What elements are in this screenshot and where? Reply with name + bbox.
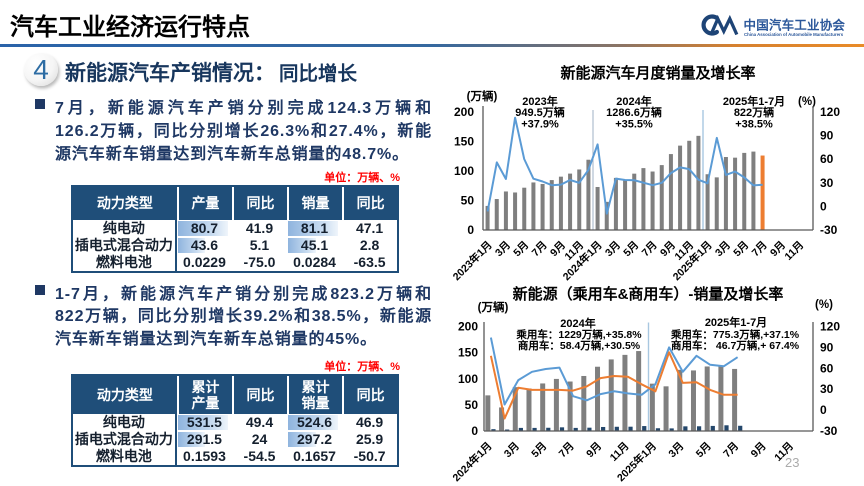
svg-text:商用车：58.4万辆,+30.5%: 商用车：58.4万辆,+30.5%	[518, 339, 641, 352]
svg-text:2025年1-7月: 2025年1-7月	[705, 315, 767, 329]
svg-text:949.5万辆: 949.5万辆	[515, 105, 565, 119]
svg-text:5月: 5月	[529, 440, 549, 460]
svg-text:+35.5%: +35.5%	[615, 118, 653, 130]
svg-text:3月: 3月	[603, 239, 623, 259]
svg-text:11月: 11月	[783, 239, 807, 263]
svg-text:中国汽车工业协会: 中国汽车工业协会	[744, 18, 846, 33]
svg-text:2024年: 2024年	[560, 316, 595, 330]
svg-text:9月: 9月	[584, 440, 604, 460]
svg-text:(%): (%)	[798, 96, 816, 108]
svg-text:7月: 7月	[530, 239, 550, 259]
svg-text:-30: -30	[820, 424, 838, 438]
svg-text:+38.5%: +38.5%	[735, 118, 773, 130]
svg-text:5月: 5月	[731, 239, 751, 259]
svg-text:30: 30	[820, 176, 834, 190]
svg-text:30: 30	[820, 382, 834, 396]
svg-text:2023年: 2023年	[522, 94, 557, 108]
svg-text:0: 0	[471, 424, 478, 438]
svg-text:200: 200	[454, 105, 474, 119]
svg-text:新能源（乘用车&商用车）-销量及增长率: 新能源（乘用车&商用车）-销量及增长率	[513, 285, 784, 303]
svg-text:(%): (%)	[815, 299, 833, 311]
svg-text:50: 50	[465, 398, 479, 412]
svg-text:2024年: 2024年	[616, 94, 651, 108]
svg-text:5月: 5月	[621, 239, 641, 259]
svg-text:3月: 3月	[666, 440, 686, 460]
svg-text:9月: 9月	[749, 440, 769, 460]
svg-text:0: 0	[820, 403, 827, 417]
svg-text:7月: 7月	[557, 440, 577, 460]
svg-text:3月: 3月	[713, 239, 733, 259]
svg-text:新能源汽车月度销量及增长率: 新能源汽车月度销量及增长率	[560, 64, 755, 82]
svg-text:2025年1-7月: 2025年1-7月	[723, 94, 785, 108]
svg-text:商用车： 46.7万辆,+ 67.4%: 商用车： 46.7万辆,+ 67.4%	[671, 339, 800, 352]
svg-text:1286.6万辆: 1286.6万辆	[606, 105, 662, 119]
svg-text:200: 200	[458, 320, 478, 334]
svg-text:150: 150	[458, 346, 478, 360]
svg-text:2023年1月: 2023年1月	[450, 238, 495, 283]
svg-text:7月: 7月	[750, 239, 770, 259]
svg-text:(万辆): (万辆)	[467, 89, 498, 103]
svg-text:+37.9%: +37.9%	[521, 118, 559, 130]
svg-text:11月: 11月	[608, 440, 632, 464]
svg-text:5月: 5月	[694, 440, 714, 460]
svg-text:150: 150	[454, 135, 474, 149]
svg-text:3月: 3月	[493, 239, 513, 259]
svg-text:2024年1月: 2024年1月	[450, 439, 495, 484]
svg-text:90: 90	[820, 129, 834, 143]
svg-text:(万辆): (万辆)	[478, 300, 509, 314]
svg-text:7月: 7月	[640, 239, 660, 259]
svg-text:120: 120	[820, 320, 840, 334]
svg-text:100: 100	[454, 164, 474, 178]
svg-text:-30: -30	[820, 223, 838, 237]
svg-text:乘用车：1229万辆,+35.8%: 乘用车：1229万辆,+35.8%	[515, 328, 642, 341]
svg-text:50: 50	[461, 194, 475, 208]
svg-text:90: 90	[820, 340, 834, 354]
svg-text:China Association of Automobil: China Association of Automobile Manufact…	[744, 32, 844, 37]
svg-text:822万辆: 822万辆	[734, 105, 774, 119]
svg-text:5月: 5月	[511, 239, 531, 259]
svg-text:60: 60	[820, 152, 834, 166]
svg-text:0: 0	[820, 199, 827, 213]
svg-text:100: 100	[458, 372, 478, 386]
svg-text:0: 0	[467, 223, 474, 237]
svg-text:乘用车：775.3万辆,+37.1%: 乘用车：775.3万辆,+37.1%	[670, 328, 800, 341]
svg-text:120: 120	[820, 105, 840, 119]
svg-text:7月: 7月	[721, 440, 741, 460]
svg-text:60: 60	[820, 361, 834, 375]
svg-text:3月: 3月	[502, 440, 522, 460]
